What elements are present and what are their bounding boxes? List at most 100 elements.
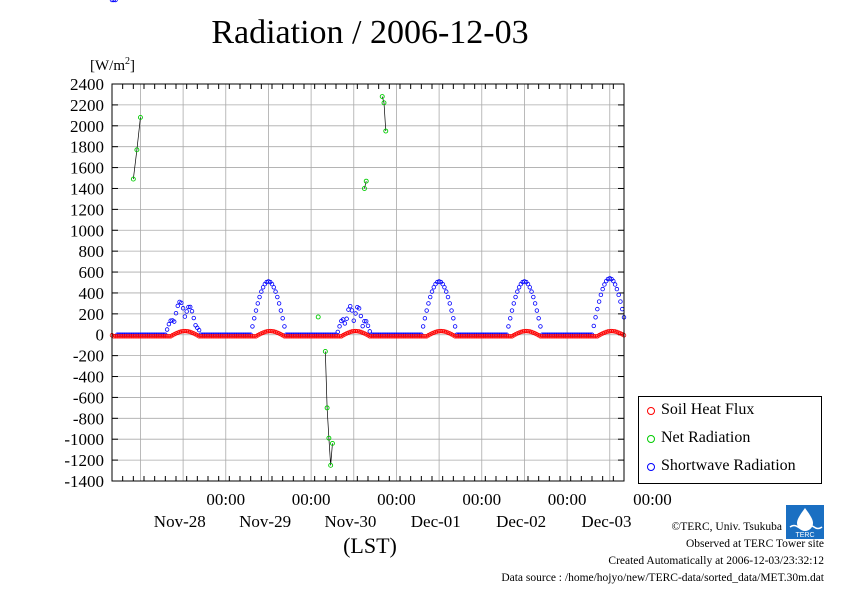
net-radiation-line	[132, 117, 141, 180]
shortwave-radiation-point	[189, 308, 195, 314]
shortwave-radiation-point	[335, 329, 340, 335]
shortwave-radiation-point	[525, 281, 531, 287]
shortwave-radiation-point	[529, 289, 534, 294]
x-tick-labels: 00:00Nov-2800:00Nov-2900:00Nov-3000:00De…	[154, 490, 672, 531]
net-radiation-point	[328, 462, 334, 468]
net-radiation-point	[130, 176, 136, 182]
series-layer	[109, 0, 627, 468]
shortwave-radiation-point	[166, 321, 172, 327]
shortwave-radiation-point	[511, 301, 516, 306]
shortwave-radiation-point	[536, 316, 541, 321]
x-tick-date: Nov-30	[324, 512, 376, 531]
shortwave-radiation-point	[362, 318, 367, 324]
y-axis-label-close: ]	[130, 58, 135, 74]
y-axis-label: [W/m2]	[90, 56, 135, 74]
shortwave-radiation-point	[275, 294, 280, 300]
shortwave-radiation-point	[172, 319, 177, 324]
grid-lines	[111, 83, 625, 482]
shortwave-radiation-point	[257, 294, 262, 300]
legend-item-soil-heat-flux: Soil Heat Flux	[639, 397, 821, 425]
net-radiation-line	[324, 351, 333, 466]
shortwave-radiation-point	[113, 0, 118, 3]
shortwave-radiation-point	[431, 285, 436, 290]
chart-title: Radiation / 2006-12-03	[211, 14, 529, 51]
shortwave-radiation-point	[513, 294, 518, 300]
shortwave-radiation-point	[346, 307, 351, 312]
shortwave-radiation-point	[618, 299, 623, 304]
shortwave-radiation-point	[253, 308, 259, 313]
x-tick-time: 00:00	[292, 490, 331, 509]
shortwave-radiation-point	[180, 306, 186, 311]
logo-text: TERC	[795, 532, 814, 539]
shortwave-radiation-point	[173, 311, 179, 316]
x-tick-date: Nov-28	[154, 512, 206, 531]
legend-item-net-radiation: Net Radiation	[639, 425, 821, 453]
shortwave-radiation-point	[259, 289, 264, 294]
footer-observed: Observed at TERC Tower site	[685, 538, 824, 550]
shortwave-radiation-point	[509, 308, 515, 313]
y-tick-label: 200	[79, 305, 105, 324]
shortwave-radiation-point	[593, 315, 598, 320]
y-tick-label: 1800	[70, 138, 104, 157]
shortwave-radiation-point	[515, 289, 520, 294]
legend-label-shortwave: Shortwave Radiation	[661, 457, 796, 474]
shortwave-radiation-point	[365, 323, 371, 328]
y-tick-label: 1400	[70, 179, 104, 198]
shortwave-radiation-point	[591, 323, 596, 329]
net-radiation-line	[364, 181, 367, 189]
shortwave-radiation-point	[429, 289, 435, 294]
shortwave-radiation-point	[452, 324, 458, 329]
net-radiation-point	[381, 100, 387, 106]
shortwave-radiation-point	[614, 286, 620, 292]
shortwave-radiation-point	[276, 301, 282, 306]
y-tick-labels: 2400220020001800160014001200100080060040…	[64, 75, 104, 491]
y-tick-label: -600	[73, 388, 104, 407]
net-radiation-point	[361, 186, 367, 191]
x-tick-time: 00:00	[633, 490, 672, 509]
shortwave-radiation-point	[426, 301, 431, 306]
terc-logo: TERC	[786, 505, 824, 539]
shortwave-radiation-point	[449, 308, 454, 313]
shortwave-radiation-point	[353, 311, 358, 316]
shortwave-radiation-point	[538, 324, 543, 329]
y-axis-label-base: [W/m	[90, 58, 125, 74]
x-tick-time: 00:00	[462, 490, 501, 509]
y-tick-label: -800	[73, 409, 104, 428]
footer-copyright: ©TERC, Univ. Tsukuba	[671, 521, 782, 533]
shortwave-radiation-point	[364, 319, 369, 324]
shortwave-radiation-point	[598, 292, 604, 298]
net-radiation-point	[326, 435, 332, 441]
net-radiation-point	[379, 94, 385, 99]
net-radiation-point	[322, 349, 328, 354]
y-tick-label: 400	[79, 284, 105, 303]
legend-label-soil: Soil Heat Flux	[661, 401, 755, 418]
shortwave-radiation-point	[611, 278, 616, 284]
shortwave-radiation-point	[250, 324, 255, 329]
net-radiation-point	[324, 405, 330, 411]
x-tick-date: Dec-03	[581, 512, 631, 531]
y-tick-label: -1400	[64, 472, 104, 491]
shortwave-radiation-point	[337, 324, 342, 329]
shortwave-radiation-point	[356, 306, 362, 311]
shortwave-radiation-point	[344, 316, 349, 321]
shortwave-radiation-point	[424, 308, 429, 313]
x-tick-time: 00:00	[548, 490, 587, 509]
net-radiation	[130, 94, 389, 468]
y-tick-label: 1000	[70, 221, 104, 240]
shortwave-radiation-point	[255, 301, 260, 306]
shortwave-radiation-point	[282, 324, 287, 329]
net-radiation-point	[383, 128, 389, 134]
shortwave-radiation-point	[428, 294, 433, 300]
shortwave-radiation-point	[445, 294, 451, 300]
shortwave-radiation-point	[349, 308, 355, 313]
y-tick-label: 2000	[70, 117, 104, 136]
y-tick-label: 1200	[70, 200, 104, 219]
net-radiation-point	[134, 147, 140, 153]
shortwave-radiation	[109, 0, 627, 337]
x-tick-date: Dec-01	[411, 512, 461, 531]
shortwave-radiation-point	[252, 316, 257, 321]
shortwave-radiation-point	[595, 306, 600, 312]
x-tick-time: 00:00	[377, 490, 416, 509]
legend-marker-shortwave	[647, 463, 655, 471]
shortwave-radiation-point	[191, 315, 196, 321]
